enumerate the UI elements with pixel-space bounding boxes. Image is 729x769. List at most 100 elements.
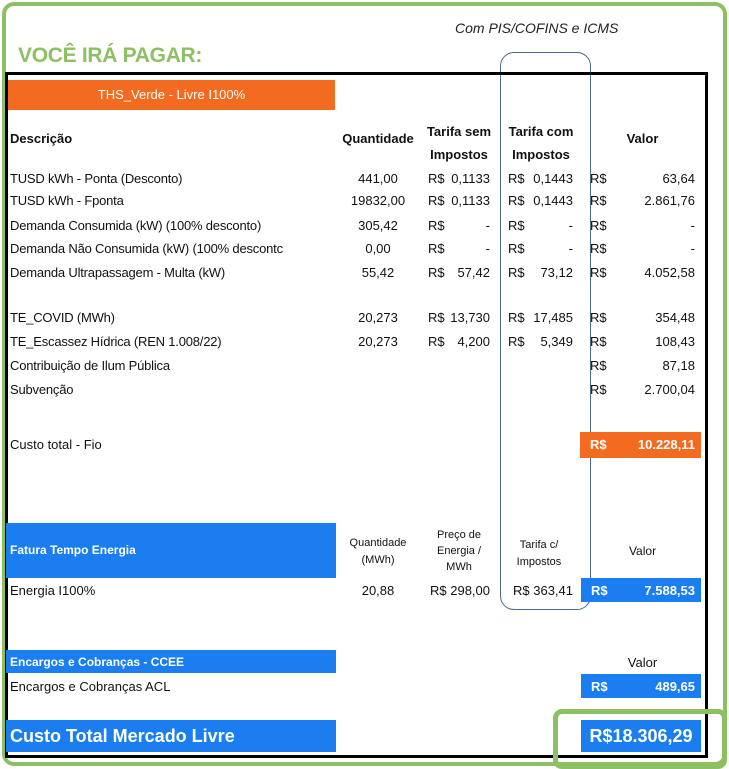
page-title: VOCÊ IRÁ PAGAR: — [18, 44, 203, 67]
row-tarifa-sem-currency: R$ — [428, 310, 445, 325]
plan-header: THS_Verde - Livre I100% — [8, 80, 335, 110]
fio-total-value: 10.228,11 — [637, 437, 695, 452]
total-header: Custo Total Mercado Livre — [6, 720, 336, 752]
energia-col-qtd-line2: (MWh) — [361, 554, 395, 566]
col-tarifa-com: Tarifa com Impostos — [502, 120, 580, 166]
row-tarifa-sem-currency: R$ — [428, 265, 445, 280]
row-tarifa-sem: 0,1133 — [451, 193, 490, 208]
row-valor-currency: R$ — [590, 265, 607, 280]
encargos-header-label: Encargos e Cobranças - CCEE — [10, 655, 185, 669]
row-tarifa-sem-currency: R$ — [428, 218, 445, 233]
energia-col-preco: Preço de Energia / MWh — [420, 527, 498, 575]
row-tarifa-com-currency: R$ — [508, 265, 525, 280]
row-description: TUSD kWh - Ponta (Desconto) — [10, 171, 183, 186]
row-tarifa-com-currency: R$ — [508, 171, 525, 186]
fio-total-currency: R$ — [590, 437, 607, 452]
tarifa-com-impostos-highlight — [500, 52, 591, 610]
row-valor-currency: R$ — [590, 382, 607, 397]
row-tarifa-com-currency: R$ — [508, 193, 525, 208]
row-valor: 87,18 — [662, 358, 695, 373]
row-description: TE_COVID (MWh) — [10, 310, 115, 325]
energia-header: Fatura Tempo Energia — [6, 523, 336, 578]
col-tarifa-com-line2: Impostos — [512, 147, 570, 162]
energia-col-qtd-line1: Quantidade — [349, 537, 407, 549]
row-quantidade: 441,00 — [358, 171, 398, 186]
energia-col-tarifa-line1: Tarifa c/ — [519, 539, 559, 551]
row-tarifa-com: - — [568, 218, 573, 233]
row-tarifa-sem: 13,730 — [450, 310, 490, 325]
total-label: Custo Total Mercado Livre — [10, 726, 235, 746]
row-quantidade: 20,273 — [358, 310, 398, 325]
col-tarifa-sem: Tarifa sem Impostos — [420, 120, 498, 166]
row-quantidade: 0,00 — [365, 241, 391, 256]
row-tarifa-sem-currency: R$ — [428, 193, 445, 208]
energia-tarifa: R$ 363,41 — [513, 583, 573, 598]
col-descricao: Descrição — [10, 131, 73, 146]
row-description: Demanda Não Consumida (kW) (100% descont… — [10, 241, 283, 256]
energia-desc: Energia I100% — [10, 583, 96, 598]
row-valor-currency: R$ — [590, 171, 607, 186]
total-value: R$18.306,29 — [581, 720, 701, 752]
energia-valor-cell: R$ 7.588,53 — [581, 578, 701, 602]
row-valor-currency: R$ — [590, 310, 607, 325]
row-quantidade: 19832,00 — [350, 193, 406, 208]
col-tarifa-com-line1: Tarifa com — [508, 124, 574, 139]
row-tarifa-com: 73,12 — [540, 265, 573, 280]
row-valor: - — [690, 218, 695, 233]
energia-col-preco-line1: Preço de — [436, 529, 482, 541]
row-valor: 2.861,76 — [644, 193, 695, 208]
row-valor: 63,64 — [662, 171, 695, 186]
row-valor: 4.052,58 — [644, 265, 695, 280]
energia-col-valor: Valor — [628, 544, 657, 558]
col-quantidade: Quantidade — [342, 131, 414, 146]
row-tarifa-com: 0,1443 — [533, 193, 573, 208]
tax-note: Com PIS/COFINS e ICMS — [455, 20, 619, 36]
row-tarifa-sem: - — [485, 241, 490, 256]
row-quantidade: 55,42 — [361, 265, 395, 280]
row-tarifa-com: 5,349 — [540, 334, 573, 349]
row-tarifa-sem: 0,1133 — [451, 171, 490, 186]
row-tarifa-sem-currency: R$ — [428, 334, 445, 349]
row-tarifa-com: - — [568, 241, 573, 256]
fio-total-cell: R$ 10.228,11 — [580, 432, 701, 458]
energia-valor-currency: R$ — [591, 583, 608, 598]
col-valor: Valor — [626, 131, 659, 146]
row-description: Demanda Consumida (kW) (100% desconto) — [10, 218, 262, 233]
encargos-desc: Encargos e Cobranças ACL — [10, 679, 171, 694]
row-valor: 354,48 — [655, 310, 695, 325]
encargos-valor-cell: R$ 489,65 — [581, 674, 701, 698]
bill-table — [5, 72, 708, 758]
encargos-valor-value: 489,65 — [655, 679, 695, 694]
row-tarifa-com-currency: R$ — [508, 334, 525, 349]
row-valor-currency: R$ — [590, 241, 607, 256]
energia-valor-value: 7.588,53 — [644, 583, 695, 598]
energia-col-preco-line2: Energia / — [436, 545, 482, 557]
row-valor-currency: R$ — [590, 358, 607, 373]
row-valor-currency: R$ — [590, 218, 607, 233]
row-description: TE_Escassez Hídrica (REN 1.008/22) — [10, 334, 222, 349]
row-description: TUSD kWh - Fponta — [10, 193, 124, 208]
row-valor-currency: R$ — [590, 193, 607, 208]
row-tarifa-sem: - — [485, 218, 490, 233]
row-tarifa-com-currency: R$ — [508, 218, 525, 233]
row-valor: - — [690, 241, 695, 256]
row-tarifa-com-currency: R$ — [508, 310, 525, 325]
encargos-col-valor: Valor — [627, 655, 658, 670]
row-quantidade: 20,273 — [358, 334, 398, 349]
row-valor-currency: R$ — [590, 334, 607, 349]
row-tarifa-com: 0,1443 — [533, 171, 573, 186]
energia-col-qtd: Quantidade (MWh) — [340, 535, 416, 569]
row-tarifa-sem: 57,42 — [457, 265, 490, 280]
energia-col-tarifa-line2: Impostos — [516, 556, 562, 568]
encargos-valor-currency: R$ — [591, 679, 608, 694]
row-tarifa-sem: 4,200 — [457, 334, 490, 349]
col-tarifa-sem-line2: Impostos — [430, 147, 488, 162]
encargos-header: Encargos e Cobranças - CCEE — [6, 650, 336, 673]
row-description: Contribuição de Ilum Pública — [10, 358, 170, 373]
energia-qtd: 20,88 — [361, 583, 395, 598]
row-quantidade: 305,42 — [358, 218, 398, 233]
row-description: Subvenção — [10, 382, 74, 397]
energia-col-tarifa: Tarifa c/Impostos — [500, 537, 578, 571]
row-tarifa-com-currency: R$ — [508, 241, 525, 256]
